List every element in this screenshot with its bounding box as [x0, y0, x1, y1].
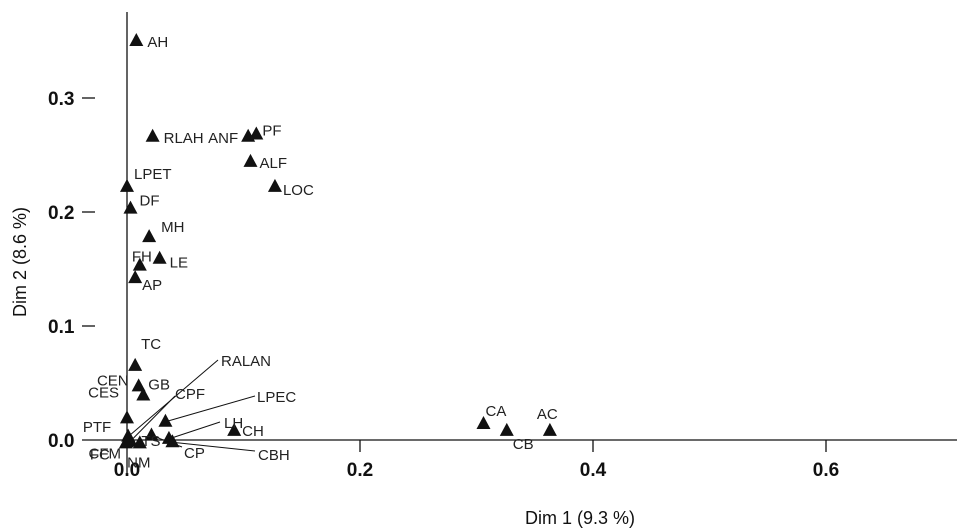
marker-cen: [131, 378, 146, 392]
marker-rlah: [145, 128, 160, 142]
x-axis-title: Dim 1 (9.3 %): [525, 508, 635, 528]
marker-ch: [227, 422, 242, 436]
marker-tc: [128, 357, 143, 371]
label-loc: LOC: [283, 182, 314, 199]
label-lpec: LPEC: [257, 389, 296, 406]
marker-df: [123, 200, 138, 214]
y-tick-label-0-1: 0.1: [48, 317, 75, 338]
marker-lpet: [120, 178, 134, 192]
label-alf: ALF: [259, 155, 287, 172]
leader-cbh: [172, 441, 256, 452]
label-fc: FC: [90, 446, 110, 463]
label-cb: CB: [513, 436, 534, 453]
marker-cp: [144, 427, 159, 441]
label-ptf: PTF: [83, 419, 111, 436]
data-points: [118, 33, 557, 449]
label-df: DF: [139, 193, 159, 210]
label-lpet: LPET: [134, 166, 172, 183]
label-ralan: RALAN: [221, 353, 271, 370]
x-tick-label-0-4: 0.4: [580, 460, 607, 481]
label-ca: CA: [485, 403, 506, 420]
label-cpf: CPF: [175, 386, 205, 403]
label-ces: CES: [88, 384, 119, 401]
marker-nm: [132, 435, 147, 449]
label-ap: AP: [142, 277, 162, 294]
label-ts: TS: [141, 433, 160, 450]
marker-ap: [128, 270, 143, 284]
label-ah: AH: [147, 34, 168, 51]
leader-lpec: [165, 395, 256, 423]
marker-cb: [499, 422, 514, 436]
x-tick-label-0-6: 0.6: [813, 460, 839, 481]
y-tick-label-0-0: 0.0: [48, 431, 74, 452]
label-pf: PF: [262, 122, 281, 139]
y-tick-label-0-2: 0.2: [48, 203, 74, 224]
marker-alf: [243, 153, 258, 167]
marker-ac: [542, 422, 557, 436]
label-anf: ANF: [208, 130, 238, 147]
x-tick-label-0-2: 0.2: [347, 460, 373, 481]
label-ac: AC: [537, 406, 558, 423]
label-cp: CP: [184, 445, 205, 462]
leader-lh: [168, 421, 221, 440]
label-ch: CH: [242, 423, 264, 440]
label-mh: MH: [161, 219, 184, 236]
marker-cfm: [120, 434, 134, 448]
label-tc: TC: [141, 336, 161, 353]
label-le: LE: [170, 255, 188, 272]
y-axis-title: Dim 2 (8.6 %): [10, 207, 30, 317]
marker-ca: [476, 416, 491, 430]
label-cbh: CBH: [258, 447, 290, 464]
y-tick-label-0-3: 0.3: [48, 89, 74, 110]
label-nm: NM: [127, 454, 150, 471]
label-cfm: CFM: [89, 445, 122, 462]
marker-cbh: [165, 434, 180, 448]
label-cen: CEN: [97, 372, 129, 389]
marker-fh: [132, 257, 147, 271]
label-rlah: RLAH: [164, 130, 204, 147]
marker-ah: [129, 33, 144, 46]
marker-lpec: [158, 413, 173, 427]
marker-pf: [249, 126, 264, 140]
leader-cpf: [130, 395, 176, 442]
marker-le: [152, 250, 167, 264]
marker-loc: [267, 178, 282, 192]
label-fh: FH: [132, 249, 152, 266]
label-gb: GB: [148, 377, 170, 394]
x-ticks: 0.0 0.2 0.4 0.6: [114, 440, 839, 481]
label-lh: LH: [224, 415, 243, 432]
marker-mh: [142, 229, 157, 243]
marker-gb: [136, 387, 151, 401]
y-ticks: 0.0 0.1 0.2 0.3: [48, 89, 95, 452]
x-tick-label-0-0: 0.0: [114, 460, 140, 481]
marker-ces: [120, 410, 134, 424]
